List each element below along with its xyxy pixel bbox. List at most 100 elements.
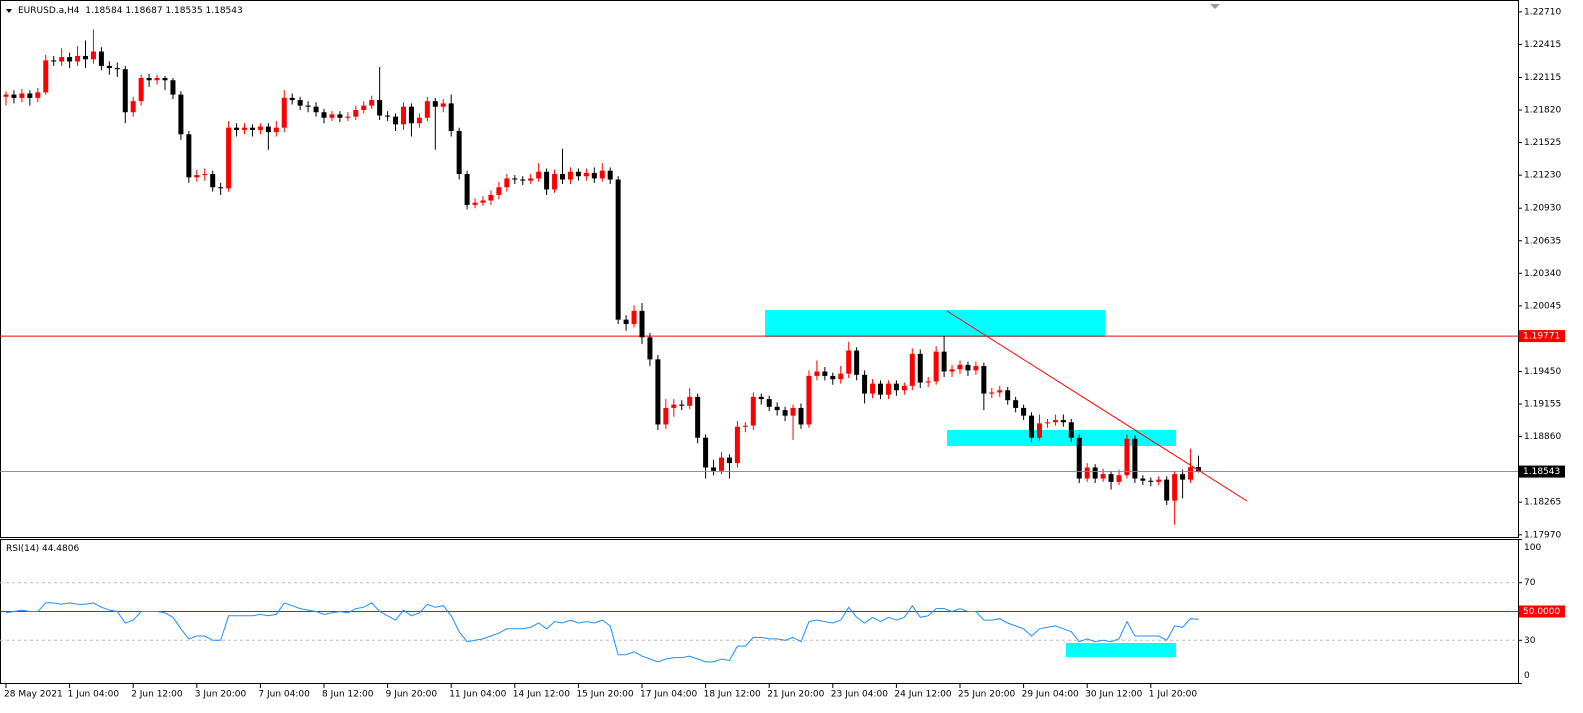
close: 1.18543 — [205, 6, 243, 16]
candle-body — [226, 127, 232, 189]
candle-body — [1100, 474, 1106, 479]
candle-body — [1132, 438, 1138, 479]
candle-body — [528, 178, 534, 181]
candle-body — [170, 80, 176, 95]
candle-body — [1188, 467, 1194, 480]
candle-body — [997, 390, 1003, 393]
x-tick-label: 8 Jun 12:00 — [322, 690, 374, 700]
candle-body — [830, 375, 836, 380]
candle-body — [106, 65, 112, 69]
rsi-midline-label-bg — [1519, 605, 1565, 618]
candle-body — [734, 426, 740, 464]
candle-body — [567, 171, 573, 180]
candle-body — [1029, 415, 1035, 438]
h-line-label-bg — [1519, 330, 1565, 343]
candle-body — [1196, 467, 1201, 472]
candle-body — [281, 97, 287, 128]
rsi-zone-rect — [1066, 643, 1176, 657]
candle-body — [695, 396, 701, 438]
candle-body — [575, 171, 581, 177]
menu-arrow — [6, 9, 12, 13]
candle-body — [496, 187, 502, 195]
candle-body — [464, 174, 470, 205]
y-tick-label: 1.22115 — [1524, 73, 1561, 83]
candle-body — [297, 100, 303, 106]
y-tick-label: 1.18265 — [1524, 498, 1561, 508]
x-tick-label: 24 Jun 12:00 — [894, 690, 951, 700]
x-tick-label: 15 Jun 20:00 — [576, 690, 633, 700]
x-tick-label: 30 Jun 12:00 — [1085, 690, 1142, 700]
candle-body — [607, 170, 613, 180]
candle-body — [59, 57, 65, 62]
candle-body — [408, 106, 414, 124]
candle-body — [210, 174, 216, 188]
candle-body — [1116, 475, 1122, 482]
candle-body — [234, 127, 240, 130]
candle-body — [647, 337, 653, 360]
y-tick-label: 1.17970 — [1524, 530, 1561, 540]
candle-body — [981, 365, 987, 394]
candle-body — [51, 60, 57, 62]
x-tick-label: 3 Jun 20:00 — [195, 690, 247, 700]
candle-body — [1164, 479, 1170, 501]
rsi-tick-label: 100 — [1524, 543, 1541, 553]
candle-body — [11, 94, 17, 98]
candle-body — [1084, 467, 1090, 479]
candle-body — [719, 457, 724, 471]
candle-body — [1148, 480, 1154, 482]
candle-body — [1021, 407, 1027, 416]
candle-body — [766, 399, 772, 407]
rsi-tick-label: 30 — [1524, 636, 1536, 646]
candle-body — [798, 407, 804, 425]
symbol: EURUSD.a,H4 — [18, 6, 80, 16]
candle-body — [631, 310, 637, 325]
x-tick-label: 1 Jun 04:00 — [68, 690, 120, 700]
candle-body — [353, 110, 359, 117]
x-tick-label: 7 Jun 04:00 — [258, 690, 310, 700]
y-tick-label: 1.20340 — [1524, 269, 1561, 279]
y-tick-label: 1.22710 — [1524, 7, 1561, 17]
x-tick-label: 25 Jun 20:00 — [958, 690, 1015, 700]
zone-rect — [947, 430, 1176, 446]
trend-line — [946, 310, 1248, 502]
candle-body — [711, 467, 717, 471]
candle-body — [750, 396, 756, 426]
rsi-header: RSI(14) 44.4806 — [6, 544, 79, 554]
candle-body — [655, 359, 661, 425]
x-tick-label: 28 May 2021 — [4, 690, 63, 700]
high: 1.18687 — [125, 6, 163, 16]
x-tick-label: 11 Jun 04:00 — [449, 690, 506, 700]
candle-body — [480, 200, 486, 203]
candle-body — [361, 105, 367, 111]
y-tick-label: 1.21230 — [1524, 171, 1561, 181]
candle-body — [782, 410, 788, 416]
y-tick-label: 1.18860 — [1524, 432, 1561, 442]
candle-body — [83, 55, 88, 60]
candle-body — [186, 134, 192, 178]
candle-body — [536, 171, 542, 179]
candle-body — [242, 127, 247, 130]
candle-body — [663, 407, 669, 425]
candle-body — [703, 437, 709, 468]
candle-body — [35, 92, 41, 98]
candle-body — [901, 385, 907, 391]
candle-body — [249, 127, 255, 130]
header: EURUSD.a,H4 1.18584 1.18687 1.18535 1.18… — [18, 6, 243, 16]
candle-body — [1140, 478, 1146, 481]
candle-body — [432, 101, 438, 107]
rsi-last: 44.4806 — [41, 544, 80, 554]
candle-body — [679, 404, 685, 406]
y-tick-label: 1.20045 — [1524, 301, 1561, 311]
candle-body — [854, 350, 860, 375]
candle-body — [512, 178, 518, 180]
candle-body — [814, 371, 820, 376]
candle-body — [154, 78, 160, 81]
candle-body — [544, 171, 550, 190]
candle-body — [114, 68, 120, 70]
candle-body — [742, 425, 748, 427]
candle-body — [965, 364, 971, 371]
y-tick-label: 1.20930 — [1524, 204, 1561, 214]
x-tick-label: 23 Jun 04:00 — [831, 690, 888, 700]
candle-body — [552, 174, 558, 190]
